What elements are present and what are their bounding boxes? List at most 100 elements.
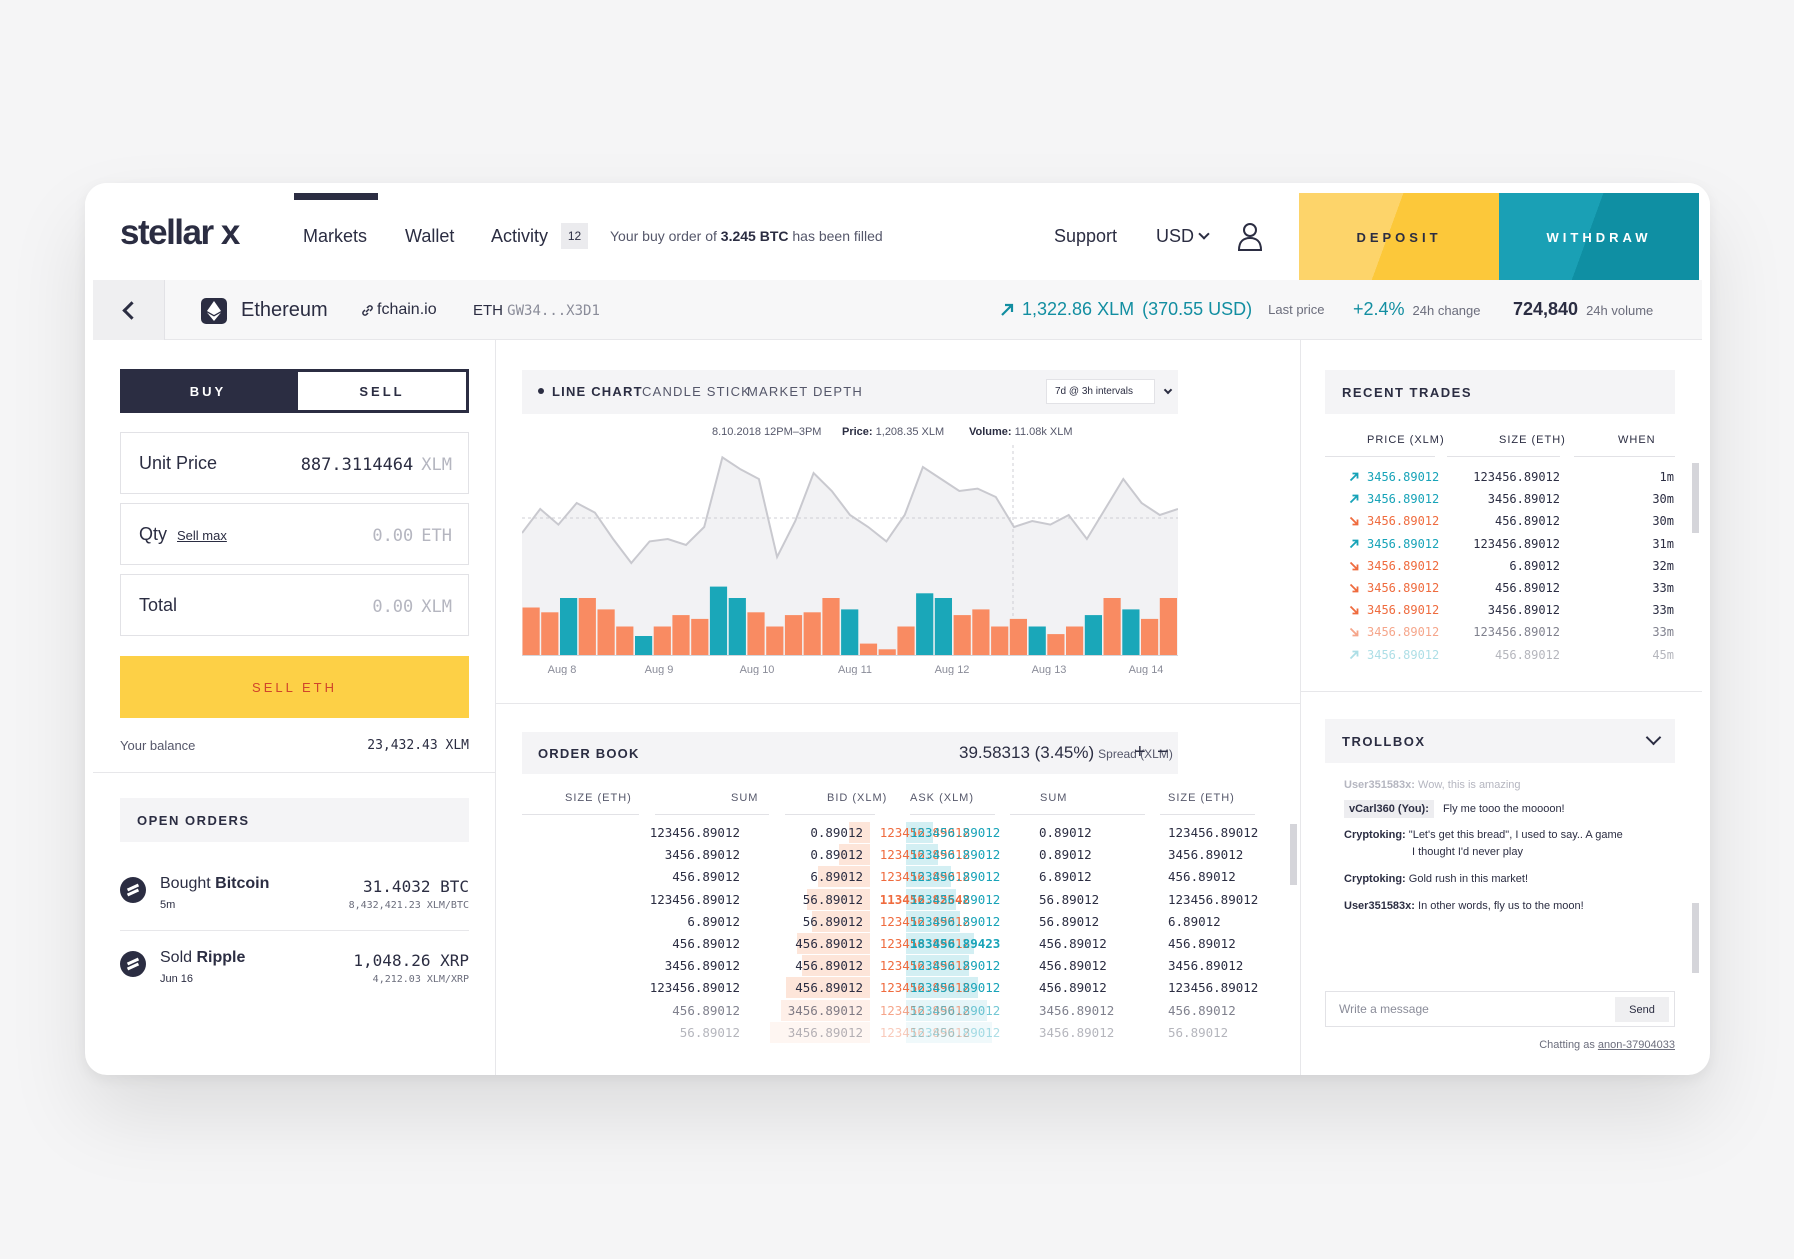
tab-market-depth[interactable]: MARKET DEPTH xyxy=(747,384,864,399)
arrow-up-right-icon xyxy=(1349,494,1359,504)
order-book-cell[interactable]: 123456.89012 xyxy=(910,847,1001,863)
volume-bar[interactable] xyxy=(766,626,784,656)
order-book-cell[interactable]: 113456.82542 xyxy=(879,891,970,907)
volume-bar[interactable] xyxy=(841,609,859,655)
withdraw-button[interactable]: WITHDRAW xyxy=(1499,193,1699,281)
tab-sell[interactable]: SELL xyxy=(298,372,466,410)
order-book-cell[interactable]: 123456.89012 xyxy=(879,958,970,974)
volume-bar[interactable] xyxy=(859,643,878,655)
volume-bar[interactable] xyxy=(522,607,540,656)
volume-bar[interactable] xyxy=(541,612,559,656)
chat-username[interactable]: anon-37904033 xyxy=(1597,1039,1675,1051)
unit-price-field[interactable]: Unit Price 887.3114464 XLM xyxy=(120,432,469,494)
sell-max-link[interactable]: Sell max xyxy=(177,528,227,543)
volume-bar[interactable] xyxy=(803,612,821,656)
send-button[interactable]: Send xyxy=(1615,997,1669,1022)
order-book-cell: 56.89012 xyxy=(679,1024,740,1040)
volume-bar[interactable] xyxy=(1066,626,1084,656)
open-order-item[interactable]: Bought Bitcoin 5m 31.4032 BTC 8,432,421.… xyxy=(120,869,469,931)
volume-bar[interactable] xyxy=(991,626,1009,656)
currency-select[interactable]: USD xyxy=(1156,226,1210,247)
volume-bar[interactable] xyxy=(635,636,653,655)
volume-bar[interactable] xyxy=(972,609,990,655)
volume-bar[interactable] xyxy=(822,598,840,655)
nav-activity[interactable]: Activity xyxy=(491,226,549,246)
volume-bar[interactable] xyxy=(1047,634,1065,655)
volume-bar[interactable] xyxy=(1084,615,1102,655)
volume-bar[interactable] xyxy=(560,598,578,655)
order-book-cell[interactable]: 123456.89012 xyxy=(910,958,1001,974)
trollbox-scrollbar[interactable] xyxy=(1692,903,1699,973)
user-icon[interactable] xyxy=(1237,221,1263,251)
volume-bar[interactable] xyxy=(1141,618,1159,655)
interval-dropdown[interactable] xyxy=(1158,379,1178,404)
order-book-cell[interactable]: 123456.89012 xyxy=(910,825,1001,840)
volume-bar[interactable] xyxy=(897,626,915,656)
qty-field[interactable]: Qty Sell max 0.00 ETH xyxy=(120,503,469,565)
last-price: 1,322.86 XLM (370.55 USD) Last price xyxy=(1000,299,1325,320)
order-book-cell[interactable]: 123456.89012 xyxy=(879,1002,970,1018)
recent-trades-scrollbar[interactable] xyxy=(1692,463,1699,533)
open-order-item[interactable]: Sold Ripple Jun 16 1,048.26 XRP 4,212.03… xyxy=(120,943,469,1005)
order-book-cell[interactable]: 123456.89012 xyxy=(910,913,1001,929)
order-book-cell[interactable]: 123456.89012 xyxy=(910,869,1001,885)
order-book-cell[interactable]: 123456.89012 xyxy=(879,913,970,929)
volume-bar[interactable] xyxy=(709,586,728,655)
asset-bar: Ethereum fchain.io ETH GW34...X3D1 1,322… xyxy=(93,280,1702,340)
order-book-cell[interactable]: 123456.89012 xyxy=(879,980,970,996)
zoom-in-button[interactable]: + xyxy=(1134,741,1146,763)
order-book-cell[interactable]: 123456.89012 xyxy=(879,847,970,863)
volume-bar[interactable] xyxy=(653,626,671,656)
divider xyxy=(120,930,469,931)
back-button[interactable] xyxy=(93,280,165,340)
asset-domain-link[interactable]: fchain.io xyxy=(361,301,437,319)
volume-bar[interactable] xyxy=(616,626,634,656)
volume-bar[interactable] xyxy=(1009,618,1027,655)
sell-eth-button[interactable]: SELL ETH xyxy=(120,656,469,718)
volume-bar[interactable] xyxy=(597,609,615,655)
tab-candle-stick[interactable]: CANDLE STICK xyxy=(642,384,752,399)
bid-depth-bar xyxy=(770,1021,870,1043)
volume-bar[interactable] xyxy=(578,598,596,655)
volume-bar[interactable] xyxy=(1122,609,1140,655)
order-book-spread: 39.58313 (3.45%) Spread (XLM) xyxy=(959,743,1173,762)
price-volume-chart[interactable]: Aug 8 Aug 9 Aug 10 Aug 11 Aug 12 Aug 13 Aug 14 xyxy=(522,445,1178,675)
support-link[interactable]: Support xyxy=(1054,226,1118,246)
order-book-cell[interactable]: 123456.89012 xyxy=(879,936,970,951)
total-field[interactable]: Total 0.00 XLM xyxy=(120,574,469,636)
volume-bar[interactable] xyxy=(1028,626,1046,656)
zoom-out-button[interactable]: − xyxy=(1157,741,1169,763)
volume-bar[interactable] xyxy=(747,612,765,656)
divider xyxy=(495,703,1300,704)
volume-bar[interactable] xyxy=(1103,598,1121,655)
volume-bar[interactable] xyxy=(916,593,934,656)
volume-bar[interactable] xyxy=(1159,598,1177,655)
volume-bar[interactable] xyxy=(934,598,952,655)
nav-markets[interactable]: Markets xyxy=(303,226,368,246)
interval-select[interactable]: 7d @ 3h intervals xyxy=(1046,379,1155,404)
nav-wallet[interactable]: Wallet xyxy=(405,226,455,246)
tab-line-chart[interactable]: LINE CHART xyxy=(538,384,643,399)
order-book-cell[interactable]: 123456.89012 xyxy=(910,1024,1001,1040)
bid-depth-bar xyxy=(801,955,870,977)
volume-bar[interactable] xyxy=(784,615,803,655)
stellarx-logo[interactable]: stellar x xyxy=(120,213,240,252)
volume-bar[interactable] xyxy=(672,615,690,655)
deposit-button[interactable]: DEPOSIT xyxy=(1299,193,1499,281)
volume-bar[interactable] xyxy=(728,598,746,655)
stellar-icon xyxy=(120,951,146,977)
order-book-cell[interactable]: 183456.89423 xyxy=(910,936,1001,951)
tab-buy[interactable]: BUY xyxy=(189,383,227,399)
trollbox-header[interactable]: TROLLBOX xyxy=(1325,719,1675,763)
order-book-cell[interactable]: 123456.89012 xyxy=(910,980,1001,996)
volume-bar[interactable] xyxy=(953,615,971,655)
order-book-cell[interactable]: 123456.89012 xyxy=(910,1002,1001,1018)
order-book-cell[interactable]: 123456.89012 xyxy=(910,891,1001,907)
volume-bar[interactable] xyxy=(878,649,896,655)
ask-depth-bar xyxy=(906,844,938,866)
order-book-cell[interactable]: 123456.89012 xyxy=(879,1024,970,1040)
order-book-cell[interactable]: 123456.89012 xyxy=(879,869,970,885)
order-book-cell[interactable]: 123456.89012 xyxy=(879,825,970,840)
order-book-scrollbar[interactable] xyxy=(1290,824,1297,885)
volume-bar[interactable] xyxy=(691,618,709,655)
